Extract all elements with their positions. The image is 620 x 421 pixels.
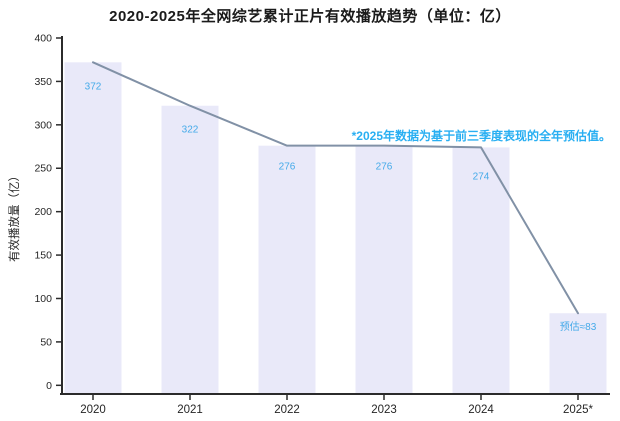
value-label: 预估≈83 [560,320,597,333]
chart-title: 2020-2025年全网综艺累计正片有效播放趋势（单位：亿） [109,8,511,25]
bar [161,105,219,394]
bar [64,62,122,394]
x-tick-label: 2022 [274,404,300,416]
bar [258,145,316,394]
y-tick-label: 250 [34,163,52,175]
y-tick-label: 150 [34,250,52,262]
x-tick-label: 2021 [177,404,203,416]
y-tick-label: 50 [40,336,52,348]
x-tick-label: 2020 [80,404,106,416]
y-tick-label: 300 [34,119,52,131]
y-tick-label: 200 [34,206,52,218]
value-label: 322 [182,125,199,136]
value-label: 276 [279,162,296,173]
x-tick-label: 2023 [371,404,397,416]
y-tick-label: 350 [34,76,52,88]
value-label: 372 [85,81,102,92]
trend-line [92,61,579,315]
value-label: 276 [376,162,393,173]
bar [355,145,413,394]
x-tick-label: 2025* [563,404,594,416]
annotation-note: *2025年数据为基于前三季度表现的全年预估值。 [352,128,611,143]
y-tick-label: 100 [34,293,52,305]
y-tick-label: 400 [34,33,52,45]
y-tick-label: 0 [46,380,52,392]
bar [452,147,510,394]
value-label: 274 [473,171,490,182]
x-tick-label: 2024 [468,404,494,416]
bar [549,313,607,394]
